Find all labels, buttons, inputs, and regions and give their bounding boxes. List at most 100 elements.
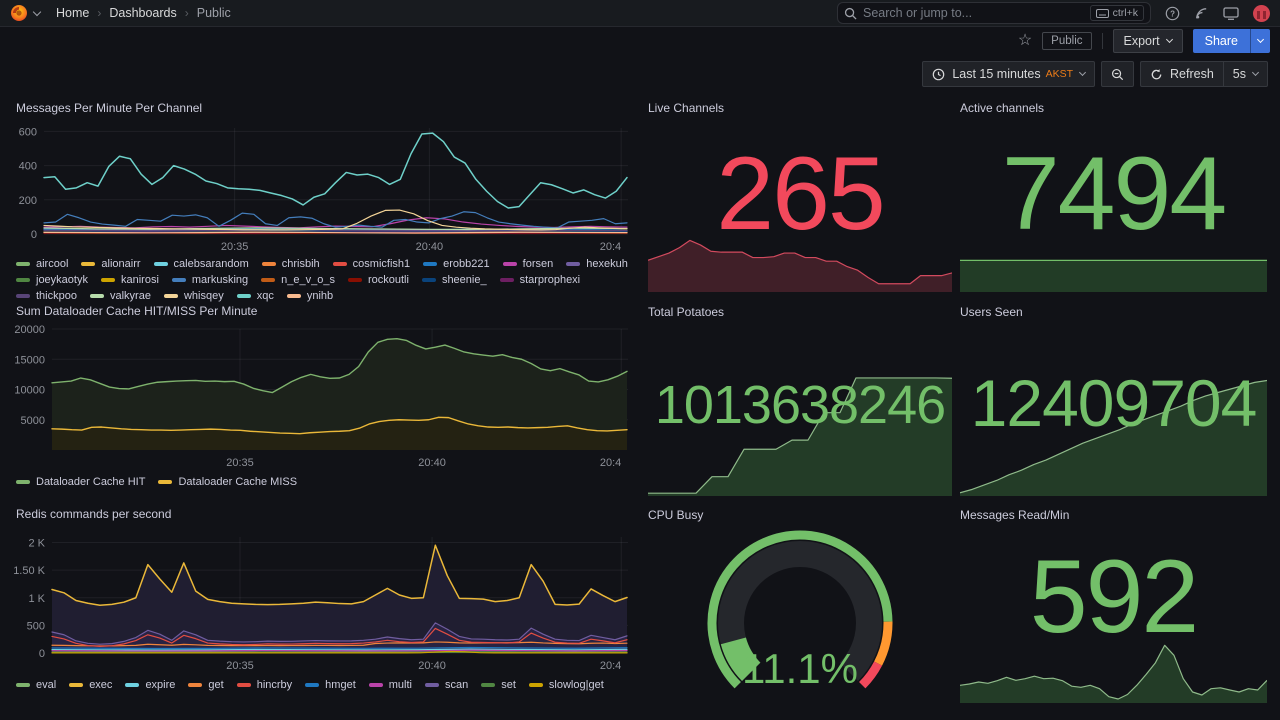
legend-item[interactable]: sheenie_ [421, 274, 487, 286]
svg-text:20:4: 20:4 [600, 660, 621, 672]
share-split-button: Share [1192, 29, 1270, 53]
legend-swatch [502, 262, 517, 266]
legend-label: ynihb [306, 290, 334, 302]
toolbar-divider [1101, 33, 1103, 49]
legend-item[interactable]: rockoutli [347, 274, 409, 286]
panel-title[interactable]: CPU Busy [648, 508, 704, 522]
cpu-gauge[interactable] [680, 527, 920, 697]
breadcrumb-dashboards[interactable]: Dashboards [109, 6, 177, 20]
share-button[interactable]: Share [1192, 29, 1250, 53]
legend-item[interactable]: get [188, 679, 224, 691]
legend-swatch [499, 278, 514, 282]
legend-item[interactable]: alionairr [81, 258, 141, 270]
stat-value: 12409704 [970, 366, 1258, 440]
refresh-icon [1151, 68, 1162, 79]
chevron-down-icon [1251, 68, 1260, 77]
legend-item[interactable]: chrisbih [261, 258, 320, 270]
legend-item[interactable]: set [481, 679, 516, 691]
legend-swatch [158, 480, 173, 484]
panel-cpu-busy: CPU Busy 11.1% [648, 503, 952, 713]
messages-chart[interactable]: 0 200 400 600 20:35 20:40 20:4 [8, 120, 628, 256]
legend-item[interactable]: hincrby [236, 679, 292, 691]
legend-swatch [481, 683, 496, 687]
search-icon [844, 7, 857, 20]
legend-item[interactable]: scan [424, 679, 468, 691]
stat-value: 592 [1029, 539, 1200, 655]
legend-item[interactable]: valkyrae [89, 290, 151, 302]
legend-label: set [501, 679, 516, 691]
legend-label: forsen [522, 258, 554, 270]
legend-item[interactable]: joeykaotyk [16, 274, 88, 286]
legend-swatch [69, 683, 84, 687]
legend-item[interactable]: expire [125, 679, 175, 691]
news-icon[interactable] [1194, 6, 1209, 21]
legend-item[interactable]: whisqey [163, 290, 224, 302]
refresh-interval-dropdown[interactable]: 5s [1222, 61, 1268, 87]
legend-item[interactable]: thickpoo [16, 290, 77, 302]
panel-title[interactable]: Live Channels [648, 101, 725, 115]
legend-item[interactable]: hexekuh [566, 258, 628, 270]
legend-item[interactable]: xqc [236, 290, 274, 302]
legend-item[interactable]: Dataloader Cache HIT [16, 476, 145, 488]
monitor-icon[interactable] [1223, 6, 1239, 21]
legend-item[interactable]: forsen [502, 258, 554, 270]
grafana-logo-icon[interactable] [10, 4, 28, 22]
legend-label: thickpoo [36, 290, 77, 302]
legend-swatch [286, 294, 301, 298]
search-input[interactable]: Search or jump to... ctrl+k [837, 2, 1151, 24]
legend-swatch [332, 262, 347, 266]
legend-item[interactable]: ynihb [286, 290, 334, 302]
panel-title[interactable]: Active channels [960, 101, 1045, 115]
panel-title[interactable]: Messages Per Minute Per Channel [16, 101, 203, 115]
panel-title[interactable]: Sum Dataloader Cache HIT/MISS Per Minute [16, 304, 258, 318]
export-button[interactable]: Export [1112, 29, 1183, 53]
chevron-down-icon [1165, 35, 1173, 44]
time-range-picker[interactable]: Last 15 minutes AKST [922, 61, 1096, 87]
legend-item[interactable]: aircool [16, 258, 68, 270]
breadcrumb-home[interactable]: Home [56, 6, 90, 20]
legend-item[interactable]: cosmicfish1 [332, 258, 410, 270]
legend-item[interactable]: starprophexi [499, 274, 580, 286]
svg-text:600: 600 [19, 126, 37, 138]
legend-item[interactable]: erobb221 [423, 258, 490, 270]
help-icon[interactable]: ? [1165, 6, 1180, 21]
svg-text:20:40: 20:40 [418, 660, 446, 672]
panel-title[interactable]: Users Seen [960, 305, 1023, 319]
legend-item[interactable]: slowlog|get [528, 679, 604, 691]
chevron-down-icon [1256, 35, 1265, 44]
panel-title[interactable]: Total Potatoes [648, 305, 725, 319]
nav-right: Search or jump to... ctrl+k ? [837, 2, 1270, 24]
search-placeholder: Search or jump to... [863, 6, 973, 20]
legend-item[interactable]: hmget [305, 679, 356, 691]
star-icon[interactable]: ☆ [1017, 32, 1033, 49]
svg-text:500: 500 [27, 620, 45, 632]
dataloader-chart[interactable]: 5000 10000 15000 20000 20:35 20:40 20:4 [8, 322, 628, 472]
panel-users-seen: Users Seen 12409704 [960, 300, 1267, 496]
legend-item[interactable]: Dataloader Cache MISS [158, 476, 297, 488]
zoom-out-button[interactable] [1101, 61, 1135, 87]
legend-swatch [424, 683, 439, 687]
user-avatar[interactable] [1253, 4, 1270, 22]
legend-label: erobb221 [443, 258, 490, 270]
redis-legend: eval exec expire get hincrby hmget multi scan se… [16, 679, 630, 691]
legend-swatch [261, 278, 276, 282]
panel-active-channels: Active channels 7494 [960, 96, 1267, 292]
redis-chart[interactable]: 0 500 1 K 1.50 K 2 K 20:35 20:40 20:4 [8, 529, 628, 675]
legend-swatch [423, 262, 438, 266]
legend-item[interactable]: eval [16, 679, 56, 691]
panel-title[interactable]: Messages Read/Min [960, 508, 1070, 522]
workspace-chevron-down-icon[interactable] [32, 7, 42, 16]
legend-swatch [171, 278, 186, 282]
legend-label: exec [89, 679, 113, 691]
legend-item[interactable]: exec [69, 679, 112, 691]
panel-title[interactable]: Redis commands per second [16, 507, 172, 521]
legend-item[interactable]: markusking [171, 274, 248, 286]
legend-item[interactable]: kanirosi [100, 274, 159, 286]
legend-swatch [81, 262, 96, 266]
share-menu-button[interactable] [1250, 29, 1270, 53]
refresh-button[interactable]: Refresh [1140, 61, 1223, 87]
legend-item[interactable]: n_e_v_o_s [261, 274, 335, 286]
legend-item[interactable]: multi [368, 679, 412, 691]
legend-item[interactable]: calebsarandom [153, 258, 249, 270]
